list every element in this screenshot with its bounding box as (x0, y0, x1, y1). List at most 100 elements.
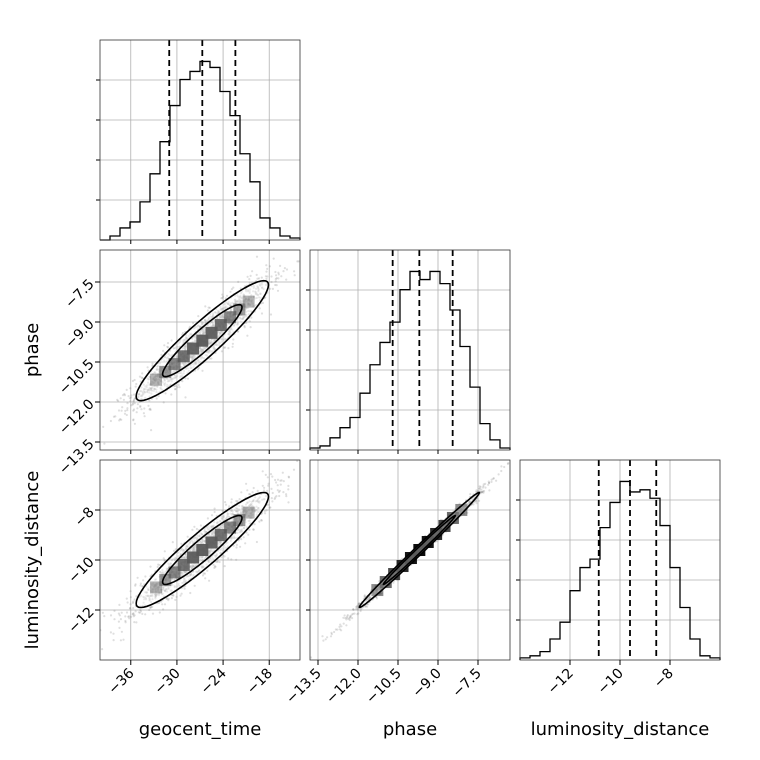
scatter-point (171, 594, 174, 597)
scatter-point (265, 270, 268, 273)
scatter-point (191, 540, 194, 543)
scatter-point (140, 408, 143, 411)
scatter-point (150, 606, 153, 609)
scatter-point (129, 603, 132, 606)
scatter-point (150, 387, 153, 390)
scatter-point (236, 510, 239, 513)
scatter-point (245, 510, 248, 513)
histogram-series-luminosity_distance (519, 480, 721, 660)
scatter-point (219, 305, 222, 309)
scatter-point (287, 484, 290, 487)
scatter-point (242, 299, 246, 302)
scatter-point (209, 549, 212, 552)
scatter-point (240, 491, 243, 494)
scatter-point (209, 549, 212, 552)
scatter-point (160, 588, 163, 591)
scatter-point (223, 546, 227, 549)
scatter-point (231, 512, 234, 515)
scatter-point (267, 484, 270, 487)
scatter-point (275, 274, 278, 277)
scatter-point (156, 380, 160, 384)
scatter-point (244, 298, 247, 301)
scatter-point (158, 564, 161, 567)
scatter-point (175, 369, 178, 372)
scatter-point (153, 586, 156, 589)
scatter-point (186, 535, 189, 538)
scatter-point (161, 571, 164, 574)
scatter-point (158, 585, 161, 588)
scatter-point (230, 501, 233, 504)
scatter-point (265, 509, 268, 512)
scatter-point (234, 300, 237, 303)
scatter-point (133, 621, 136, 624)
scatter-point (147, 404, 150, 407)
scatter-point (141, 392, 145, 395)
scatter-point (157, 378, 161, 381)
scatter-point (143, 387, 146, 390)
scatter-point (251, 513, 254, 516)
scatter-point (156, 583, 159, 586)
scatter-point (244, 542, 247, 545)
scatter-point (255, 296, 258, 300)
scatter-point (217, 541, 220, 544)
scatter-point (157, 373, 160, 376)
scatter-point (206, 528, 209, 531)
scatter-point (179, 340, 182, 343)
scatter-point (221, 517, 224, 520)
scatter-point (269, 473, 273, 476)
scatter-point (162, 401, 165, 404)
scatter-point (192, 549, 195, 552)
scatter-point (235, 499, 238, 503)
scatter-point (208, 533, 211, 536)
scatter-point (208, 551, 211, 554)
scatter-point (256, 286, 260, 289)
scatter-point (149, 375, 152, 378)
scatter-point (176, 386, 179, 389)
scatter-point (211, 321, 214, 324)
scatter-point (154, 377, 157, 380)
scatter-point (219, 331, 222, 335)
scatter-point (253, 506, 256, 509)
scatter-point (118, 419, 121, 422)
scatter-point (218, 310, 221, 313)
scatter-point (150, 582, 153, 585)
scatter-point (197, 362, 200, 365)
scatter-point (198, 346, 201, 349)
scatter-point (183, 344, 187, 347)
scatter-point (206, 309, 209, 312)
scatter-point (237, 509, 240, 512)
scatter-point (264, 275, 267, 278)
scatter-point (213, 311, 217, 314)
scatter-point (156, 588, 160, 591)
scatter-point (141, 612, 144, 616)
scatter-point (182, 556, 186, 559)
scatter-point (163, 355, 166, 358)
scatter-point (257, 500, 260, 503)
scatter-point (163, 344, 166, 347)
scatter-point (220, 330, 223, 333)
scatter-point (297, 260, 300, 263)
scatter-point (136, 407, 139, 410)
scatter-point (194, 362, 197, 365)
scatter-point (278, 489, 281, 492)
scatter-point (167, 599, 170, 602)
scatter-point (154, 594, 157, 598)
scatter-point (141, 393, 144, 396)
scatter-point (169, 562, 172, 565)
scatter-point (137, 395, 140, 398)
scatter-point (171, 378, 174, 381)
scatter-point (163, 603, 167, 606)
scatter-point (183, 555, 186, 559)
scatter-point (166, 356, 170, 359)
scatter-point (281, 471, 284, 474)
scatter-point (170, 597, 173, 600)
scatter-point (200, 565, 203, 568)
scatter-point (254, 509, 257, 512)
scatter-point (173, 374, 176, 377)
scatter-point (201, 321, 204, 324)
scatter-point (226, 512, 229, 515)
scatter-point (221, 509, 224, 513)
scatter-point (191, 357, 194, 360)
scatter-point (150, 380, 153, 383)
scatter-point (202, 331, 205, 334)
